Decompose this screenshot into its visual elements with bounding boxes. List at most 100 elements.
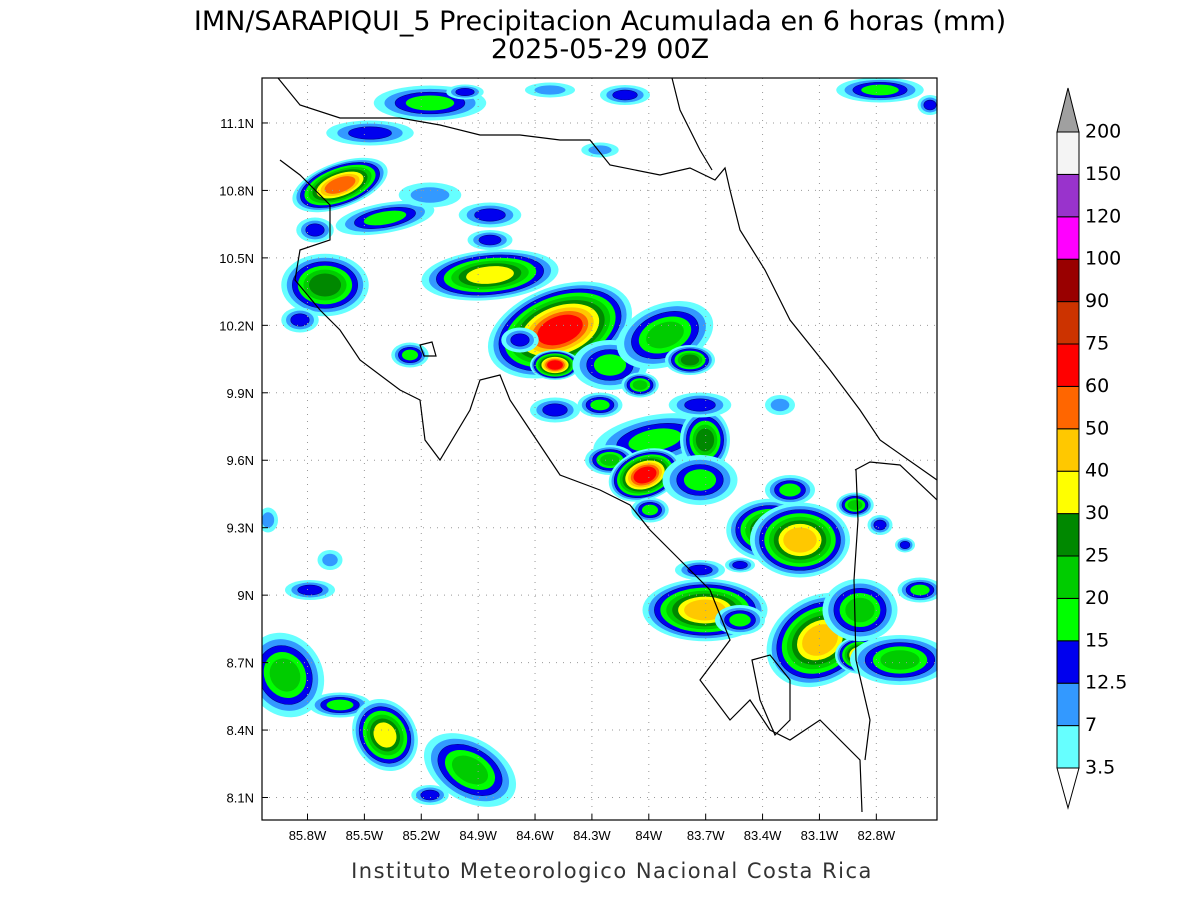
y-tick-label: 9.3N bbox=[227, 521, 254, 536]
colorbar-label: 15 bbox=[1085, 629, 1109, 651]
colorbar-label: 50 bbox=[1085, 417, 1109, 439]
rain-cell bbox=[628, 428, 682, 452]
rain-cell bbox=[802, 624, 838, 656]
rain-cell bbox=[308, 273, 342, 297]
x-tick-label: 85.2W bbox=[402, 828, 440, 843]
rain-cell bbox=[632, 380, 648, 390]
rain-cell bbox=[373, 722, 397, 748]
rain-cell bbox=[466, 266, 514, 284]
rain-cell bbox=[290, 313, 310, 327]
precipitation-field bbox=[262, 78, 937, 807]
y-tick-label: 9N bbox=[237, 588, 254, 603]
rain-cell bbox=[269, 658, 301, 692]
colorbar-band bbox=[1056, 173, 1080, 218]
colorbar-label: 7 bbox=[1085, 714, 1097, 736]
rain-cell bbox=[910, 584, 930, 596]
y-tick-label: 10.5N bbox=[219, 251, 254, 266]
rain-cell bbox=[455, 88, 475, 97]
rain-cell bbox=[401, 349, 419, 361]
rain-cell bbox=[348, 126, 392, 140]
rain-cell bbox=[405, 95, 455, 111]
y-tick-label: 8.1N bbox=[227, 791, 254, 806]
title: IMN/SARAPIQUI_5 Precipitacion Acumulada … bbox=[194, 6, 1006, 37]
rain-cell bbox=[880, 650, 920, 670]
rain-cell bbox=[537, 314, 583, 346]
colorbar-label: 90 bbox=[1085, 290, 1109, 312]
x-tick-label: 83.4W bbox=[744, 828, 782, 843]
rain-cell bbox=[680, 354, 700, 366]
rain-cell bbox=[641, 504, 659, 516]
rain-cell bbox=[451, 755, 489, 785]
rain-cell bbox=[588, 145, 612, 155]
rain-cell bbox=[847, 500, 863, 510]
x-tick-label: 84.6W bbox=[516, 828, 554, 843]
grid: 85.8W 85.5W 85.2W 84.9W 84.6W 84.3W 84W 83.7W 83… bbox=[219, 78, 937, 843]
rain-cell bbox=[590, 399, 610, 411]
colorbar-band bbox=[1056, 555, 1080, 599]
x-tick-label: 85.8W bbox=[289, 828, 327, 843]
rain-cell bbox=[729, 613, 751, 627]
rain-cell bbox=[861, 84, 899, 96]
colorbar-label: 100 bbox=[1085, 248, 1121, 270]
rain-cell bbox=[474, 208, 506, 222]
colorbar-label: 20 bbox=[1085, 587, 1109, 609]
rain-cell bbox=[420, 789, 440, 801]
rain-cell bbox=[534, 85, 566, 95]
x-tick-label: 82.8W bbox=[858, 828, 896, 843]
map-frame bbox=[261, 77, 938, 821]
y-tick-label: 11.1N bbox=[220, 116, 254, 131]
colorbar: 3.5 7 12.5 15 20 25 30 40 50 60 75 90 100 120 150 200 bbox=[1056, 87, 1127, 810]
rain-cell bbox=[326, 699, 354, 711]
x-tick-label: 85.5W bbox=[346, 828, 384, 843]
rain-cell bbox=[612, 89, 638, 101]
colorbar-label: 200 bbox=[1085, 121, 1121, 143]
colorbar-label: 120 bbox=[1085, 205, 1121, 227]
rain-cell bbox=[783, 527, 817, 553]
x-tick-label: 84W bbox=[635, 828, 662, 843]
colorbar-band bbox=[1056, 682, 1080, 727]
rain-cell bbox=[873, 519, 887, 531]
coastlines bbox=[277, 78, 937, 813]
rain-cell bbox=[542, 403, 568, 417]
rain-cell bbox=[297, 584, 323, 596]
rain-cell bbox=[547, 360, 563, 370]
rain-cell bbox=[305, 223, 325, 237]
colorbar-label: 25 bbox=[1085, 545, 1109, 567]
rain-cell bbox=[845, 597, 875, 623]
rain-cell bbox=[683, 469, 717, 491]
y-tick-label: 10.8N bbox=[219, 183, 254, 198]
rain-cell bbox=[600, 454, 620, 466]
rain-cell bbox=[410, 187, 450, 203]
rain-cell bbox=[684, 398, 716, 412]
rain-cell bbox=[899, 540, 911, 549]
rain-cell bbox=[510, 333, 530, 347]
colorbar-label: 75 bbox=[1085, 333, 1109, 355]
colorbar-band bbox=[1056, 597, 1080, 642]
rain-cell bbox=[646, 321, 684, 349]
colorbar-band bbox=[1056, 131, 1080, 175]
colorbar-band bbox=[1056, 513, 1080, 557]
y-tick-label: 8.4N bbox=[227, 723, 254, 738]
colorbar-band bbox=[1056, 343, 1080, 387]
colorbar-band bbox=[1056, 725, 1080, 769]
rain-cell bbox=[478, 234, 502, 246]
x-tick-label: 84.3W bbox=[573, 828, 611, 843]
colorbar-band bbox=[1056, 470, 1080, 515]
rain-cell bbox=[923, 99, 937, 111]
rain-cell bbox=[363, 210, 407, 226]
rain-cell bbox=[732, 560, 748, 569]
colorbar-band bbox=[1056, 385, 1080, 430]
rain-cell bbox=[593, 354, 627, 376]
colorbar-label: 30 bbox=[1085, 502, 1109, 524]
rain-cell bbox=[770, 398, 790, 412]
rain-cell bbox=[322, 553, 338, 567]
colorbar-label: 150 bbox=[1085, 163, 1121, 185]
colorbar-over bbox=[1056, 87, 1080, 133]
y-tick-label: 9.9N bbox=[227, 386, 254, 401]
y-tick-label: 8.7N bbox=[227, 656, 254, 671]
colorbar-under bbox=[1056, 767, 1080, 810]
colorbar-band bbox=[1056, 428, 1080, 472]
rain-cell bbox=[324, 176, 356, 194]
